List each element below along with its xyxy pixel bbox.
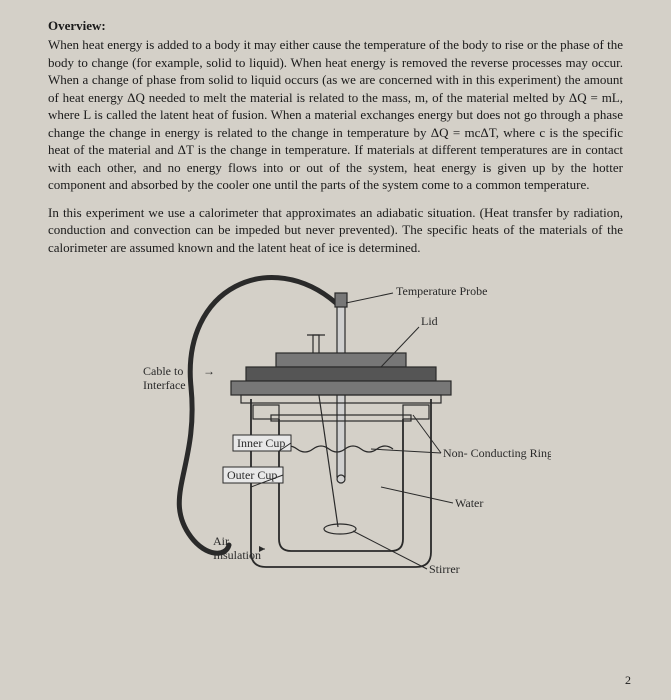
page-number: 2 xyxy=(625,673,631,688)
paragraph-1: When heat energy is added to a body it m… xyxy=(48,36,623,194)
svg-text:Water: Water xyxy=(455,496,483,510)
svg-text:Temperature Probe: Temperature Probe xyxy=(396,284,487,298)
svg-text:Insulation: Insulation xyxy=(213,548,261,562)
svg-text:→: → xyxy=(203,364,215,378)
svg-text:Air: Air xyxy=(213,534,229,548)
svg-text:Non- Conducting Ring: Non- Conducting Ring xyxy=(443,446,551,460)
svg-text:Inner Cup: Inner Cup xyxy=(237,436,285,450)
svg-text:Stirrer: Stirrer xyxy=(429,562,460,576)
svg-text:Cable to: Cable to xyxy=(143,364,183,378)
calorimeter-diagram: Temperature Probe Lid Cable toInterface → In… xyxy=(48,267,623,607)
svg-text:Interface: Interface xyxy=(143,378,186,392)
svg-text:Lid: Lid xyxy=(421,314,438,328)
paragraph-2: In this experiment we use a calorimeter … xyxy=(48,204,623,257)
overview-heading: Overview: xyxy=(48,18,623,34)
calorimeter-svg: Temperature Probe Lid Cable toInterface → In… xyxy=(121,267,551,607)
